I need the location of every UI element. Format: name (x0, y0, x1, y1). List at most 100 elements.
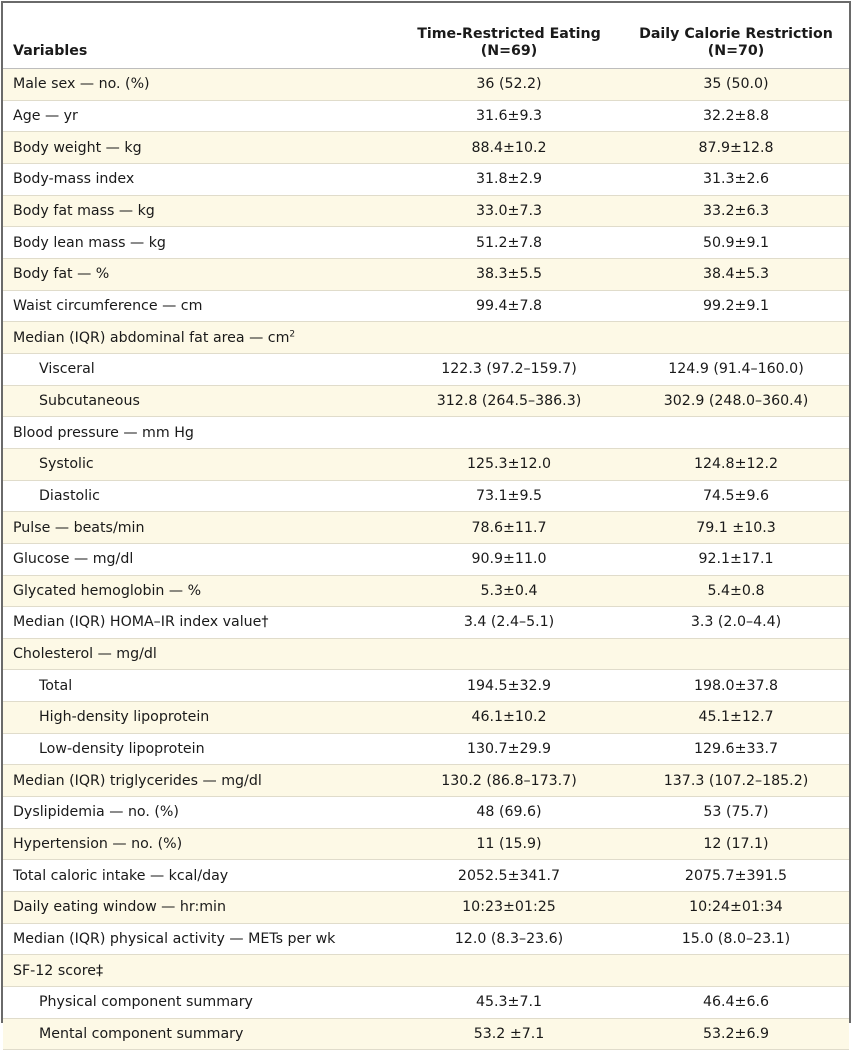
cell-time-restricted-eating: 48 (69.6) (395, 796, 623, 829)
cell-daily-calorie-restriction: 124.8±12.2 (623, 448, 849, 481)
cell-time-restricted-eating: 88.4±10.2 (395, 131, 623, 164)
table-row: Daily eating window — hr:min 10:23±01:25 1… (3, 891, 849, 924)
cell-daily-calorie-restriction: 129.6±33.7 (623, 733, 849, 766)
row-label-text: High-density lipoprotein (39, 709, 210, 726)
row-label-text: Systolic (39, 456, 94, 473)
cell-time-restricted-eating: 2052.5±341.7 (395, 859, 623, 893)
cell-daily-calorie-restriction: 99.2±9.1 (623, 290, 849, 323)
row-label-text: Body fat mass — kg (13, 202, 155, 219)
cell-daily-calorie-restriction: 137.3 (107.2–185.2) (623, 764, 849, 798)
baseline-characteristics-table: Variables Time-Restricted Eating (N=69) … (3, 3, 849, 1050)
row-label-text: Median (IQR) HOMA–IR index value† (13, 614, 269, 631)
row-label-text: Body-mass index (13, 171, 135, 188)
cell-time-restricted-eating: 38.3±5.5 (395, 258, 623, 291)
row-label-text: Subcutaneous (39, 392, 140, 409)
header-tre-n: (N=69) (480, 43, 538, 59)
table-row: Body fat mass — kg 33.0±7.3 33.2±6.3 (3, 195, 849, 228)
header-row: Variables Time-Restricted Eating (N=69) … (3, 3, 849, 69)
cell-time-restricted-eating: 36 (52.2) (395, 68, 623, 101)
cell-daily-calorie-restriction: 38.4±5.3 (623, 258, 849, 291)
cell-daily-calorie-restriction: 15.0 (8.0–23.1) (623, 923, 849, 956)
table-row: Median (IQR) HOMA–IR index value† 3.4 (2.… (3, 606, 849, 639)
row-label: Visceral (3, 353, 395, 386)
cell-daily-calorie-restriction: 3.3 (2.0–4.4) (623, 606, 849, 639)
row-label: Body weight — kg (3, 131, 395, 164)
table-row: Low-density lipoprotein 130.7±29.9 129.6±3… (3, 733, 849, 766)
cell-time-restricted-eating: 90.9±11.0 (395, 543, 623, 576)
row-label-superscript: 2 (289, 328, 296, 339)
table-row: Dyslipidemia — no. (%) 48 (69.6) 53 (75.7) (3, 796, 849, 829)
cell-daily-calorie-restriction: 302.9 (248.0–360.4) (623, 385, 849, 418)
cell-time-restricted-eating: 122.3 (97.2–159.7) (395, 353, 623, 386)
row-label-text: Median (IQR) abdominal fat area — cm (13, 329, 290, 346)
row-label: Median (IQR) triglycerides — mg/dl (3, 764, 395, 798)
row-label-text: Low-density lipoprotein (39, 741, 205, 758)
table-row: Median (IQR) abdominal fat area — cm2 (3, 321, 849, 354)
row-label-text: Median (IQR) physical activity — METs pe… (13, 931, 336, 948)
table-row: Cholesterol — mg/dl (3, 638, 849, 671)
row-label: Diastolic (3, 480, 395, 513)
table-row: Hypertension — no. (%) 11 (15.9) 12 (17.1) (3, 828, 849, 861)
cell-time-restricted-eating: 5.3±0.4 (395, 575, 623, 608)
table-row: Subcutaneous 312.8 (264.5–386.3) 302.9 (24… (3, 385, 849, 418)
cell-daily-calorie-restriction: 31.3±2.6 (623, 163, 849, 196)
cell-time-restricted-eating: 125.3±12.0 (395, 448, 623, 481)
cell-time-restricted-eating: 31.8±2.9 (395, 163, 623, 196)
cell-daily-calorie-restriction: 53 (75.7) (623, 796, 849, 829)
cell-daily-calorie-restriction (623, 416, 849, 449)
table-row: Blood pressure — mm Hg (3, 416, 849, 449)
row-label-text: SF-12 score‡ (13, 962, 104, 979)
row-label: Dyslipidemia — no. (%) (3, 796, 395, 829)
row-label-text: Pulse — beats/min (13, 519, 145, 536)
cell-time-restricted-eating: 31.6±9.3 (395, 100, 623, 133)
row-label-text: Glycated hemoglobin — % (13, 582, 202, 599)
row-label-text: Blood pressure — mm Hg (13, 424, 194, 441)
row-label-text: Body weight — kg (13, 139, 142, 156)
cell-time-restricted-eating (395, 954, 623, 988)
cell-time-restricted-eating: 10:23±01:25 (395, 891, 623, 924)
cell-time-restricted-eating: 312.8 (264.5–386.3) (395, 385, 623, 418)
row-label: Physical component summary (3, 986, 395, 1019)
cell-time-restricted-eating: 99.4±7.8 (395, 290, 623, 323)
row-label: Pulse — beats/min (3, 511, 395, 544)
cell-daily-calorie-restriction: 46.4±6.6 (623, 986, 849, 1019)
table-row: High-density lipoprotein 46.1±10.2 45.1±12… (3, 701, 849, 734)
cell-time-restricted-eating: 130.7±29.9 (395, 733, 623, 766)
cell-time-restricted-eating: 46.1±10.2 (395, 701, 623, 734)
cell-daily-calorie-restriction: 79.1 ±10.3 (623, 511, 849, 544)
row-label-text: Total (39, 677, 73, 694)
table-row: Body weight — kg 88.4±10.2 87.9±12.8 (3, 131, 849, 164)
cell-daily-calorie-restriction (623, 638, 849, 671)
cell-daily-calorie-restriction: 50.9±9.1 (623, 226, 849, 259)
header-tre-name: Time-Restricted Eating (417, 26, 601, 42)
header-daily-calorie-restriction: Daily Calorie Restriction (N=70) (623, 3, 849, 69)
row-label: Glycated hemoglobin — % (3, 575, 395, 608)
table-header: Variables Time-Restricted Eating (N=69) … (3, 3, 849, 69)
cell-daily-calorie-restriction: 87.9±12.8 (623, 131, 849, 164)
row-label-text: Body lean mass — kg (13, 234, 166, 251)
row-label: Blood pressure — mm Hg (3, 416, 395, 449)
row-label: Total caloric intake — kcal/day (3, 859, 395, 893)
header-dcr-name: Daily Calorie Restriction (639, 26, 833, 42)
table-row: Total caloric intake — kcal/day 2052.5±34… (3, 859, 849, 893)
cell-daily-calorie-restriction: 5.4±0.8 (623, 575, 849, 608)
row-label-text: Age — yr (13, 107, 78, 124)
header-time-restricted-eating: Time-Restricted Eating (N=69) (395, 3, 623, 69)
table-row: Mental component summary 53.2 ±7.1 53.2±6.… (3, 1018, 849, 1050)
table-row: Glucose — mg/dl 90.9±11.0 92.1±17.1 (3, 543, 849, 576)
table-row: Systolic 125.3±12.0 124.8±12.2 (3, 448, 849, 481)
row-label: High-density lipoprotein (3, 701, 395, 734)
cell-time-restricted-eating (395, 416, 623, 449)
table-row: Physical component summary 45.3±7.1 46.4±6… (3, 986, 849, 1019)
row-label: Waist circumference — cm (3, 290, 395, 323)
row-label: Low-density lipoprotein (3, 733, 395, 766)
cell-daily-calorie-restriction: 12 (17.1) (623, 828, 849, 861)
row-label-text: Visceral (39, 361, 95, 378)
cell-daily-calorie-restriction: 124.9 (91.4–160.0) (623, 353, 849, 386)
table-row: Median (IQR) triglycerides — mg/dl 130.2 … (3, 764, 849, 798)
cell-time-restricted-eating: 78.6±11.7 (395, 511, 623, 544)
cell-daily-calorie-restriction: 198.0±37.8 (623, 669, 849, 703)
row-label-text: Male sex — no. (%) (13, 76, 150, 93)
cell-time-restricted-eating: 12.0 (8.3–23.6) (395, 923, 623, 956)
